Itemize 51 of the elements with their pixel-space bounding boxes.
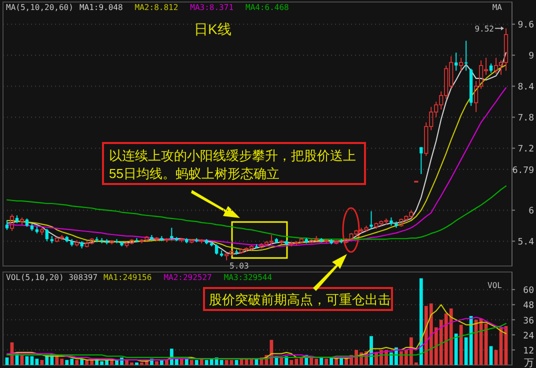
text: 日K线 [194, 21, 232, 37]
bar [330, 357, 334, 365]
text: MA4:6.468 [246, 3, 290, 12]
bar [155, 361, 158, 365]
y-tick-label: 48 [523, 301, 534, 312]
annotation: MA(5,10,20,60) [6, 3, 74, 12]
y-tick-label: 9 [528, 52, 534, 62]
bar [160, 360, 164, 365]
y-axis-title: 万 [524, 358, 534, 368]
annotation: 9.52 [474, 24, 494, 34]
bar [334, 358, 338, 365]
y-tick-label: 7.2 [518, 144, 534, 155]
y-tick-label: 8.4 [518, 82, 534, 93]
text: MA2:8.812 [134, 3, 178, 12]
line-series [6, 322, 507, 360]
bar [190, 360, 194, 365]
text: MA1:9.048 [79, 3, 123, 12]
bar [25, 356, 29, 365]
bar [75, 360, 79, 365]
y-tick-label: 7.8 [518, 114, 534, 124]
bar [419, 278, 423, 365]
y-tick-label: 6.79 [512, 166, 534, 176]
bar [454, 334, 458, 365]
y-tick-label: 60 [523, 286, 534, 296]
y-tick-label: 9.6 [518, 20, 534, 31]
callout: 以连续上攻的小阳线缓步攀升，把股价送上55日均线。蚂蚁上树形态确立 [102, 142, 366, 185]
text: MA3:8.371 [190, 3, 234, 12]
annotation: VOL [488, 281, 502, 290]
bar [340, 357, 344, 365]
bar [320, 357, 324, 365]
bar [110, 360, 114, 365]
annotation: 以连续上攻的小阳线缓步攀升，把股价送上55日均线。蚂蚁上树形态确立 [109, 148, 356, 181]
y-tick-label: 24 [523, 331, 534, 342]
bar [324, 358, 328, 365]
annotation: VOL(5,10,20) 308397 [6, 273, 98, 282]
callout: 股价突破前期高点，可重仓出击 [203, 287, 393, 311]
y-tick-label: 36 [523, 316, 534, 326]
y-tick-label: 12 [523, 346, 534, 356]
annotation: 5.03 [230, 261, 250, 270]
bar [194, 360, 198, 365]
y-tick-label: 5.4 [518, 238, 534, 248]
annotation: MA [492, 3, 502, 12]
text: MA1:249156 [104, 273, 152, 282]
y-tick-label: 6 [528, 206, 534, 217]
bar [164, 360, 168, 365]
text: MA3:329544 [224, 273, 272, 282]
text: MA2:292527 [164, 273, 212, 282]
annotation: 股价突破前期高点，可重仓出击 [209, 292, 391, 307]
bar [459, 324, 463, 365]
bar [40, 360, 44, 365]
bar [135, 362, 138, 365]
